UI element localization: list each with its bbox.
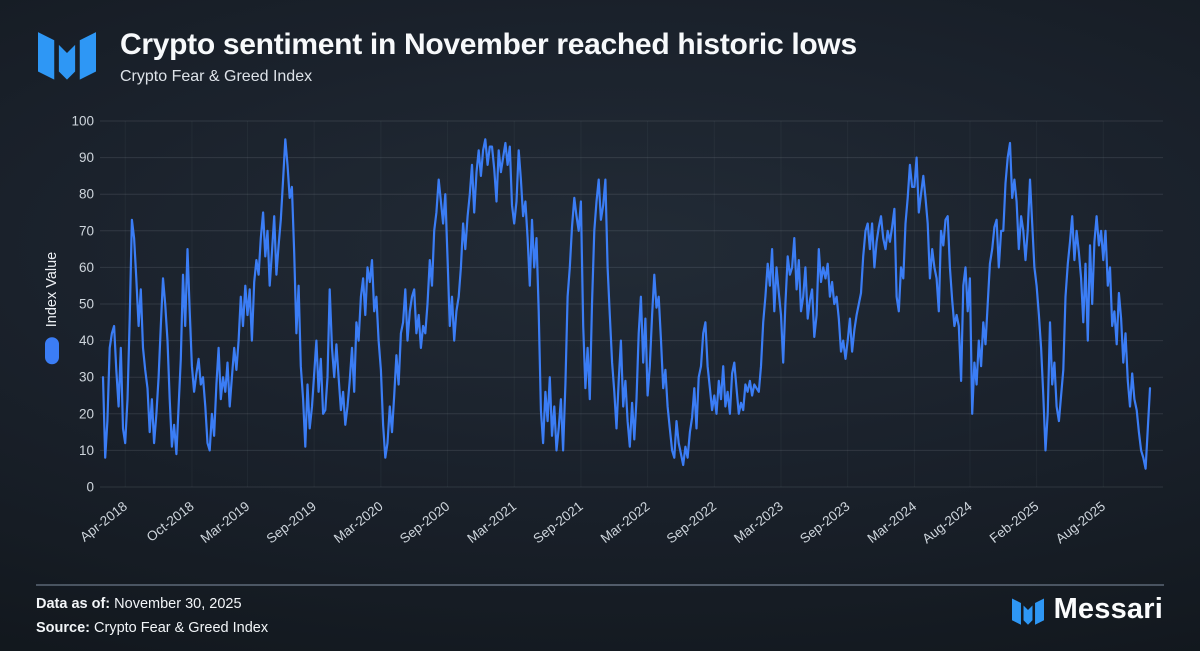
y-tick-label: 10 — [79, 443, 94, 458]
brand-wordmark: Messari — [1053, 593, 1163, 625]
data-as-of-line: Data as of: November 30, 2025 — [36, 592, 268, 616]
messari-footer-logo-icon — [1011, 597, 1044, 625]
legend-marker-icon — [45, 337, 59, 365]
source-value: Crypto Fear & Greed Index — [94, 620, 269, 636]
logo-ribbon — [1034, 597, 1044, 625]
y-tick-label: 0 — [86, 480, 94, 495]
index-value-line — [101, 138, 1152, 470]
footer-brand: Messari — [1011, 593, 1163, 626]
page-title: Crypto sentiment in November reached his… — [120, 28, 857, 61]
page-subtitle: Crypto Fear & Greed Index — [120, 68, 313, 85]
x-tick-label: Mar-2022 — [598, 499, 653, 546]
x-tick-label: Mar-2024 — [864, 498, 919, 546]
footer-meta: Data as of: November 30, 2025 Source: Cr… — [36, 592, 268, 640]
messari-logo-icon — [38, 32, 96, 80]
x-tick-label: Oct-2018 — [144, 499, 197, 545]
x-tick-label: Sep-2019 — [264, 499, 319, 547]
y-axis-legend: Index Value — [44, 252, 60, 365]
x-axis: Apr-2018 Oct-2018 Mar-2019 Sep-2019 Mar-2020… — [77, 121, 1108, 546]
x-tick-label: Mar-2020 — [331, 499, 386, 546]
y-tick-label: 70 — [79, 223, 94, 238]
x-tick-label: Sep-2023 — [797, 499, 852, 547]
x-tick-label: Sep-2021 — [530, 499, 585, 547]
x-tick-label: Sep-2020 — [397, 499, 452, 547]
x-tick-label: Aug-2024 — [919, 498, 975, 546]
source-label: Source: — [36, 620, 90, 636]
y-axis: 0 10 20 30 40 50 60 70 80 90 100 — [71, 114, 1163, 495]
footer-divider — [36, 584, 1164, 586]
y-tick-label: 90 — [79, 150, 94, 165]
x-tick-label: Mar-2019 — [198, 499, 253, 546]
x-tick-label: Apr-2018 — [77, 499, 130, 545]
y-tick-label: 30 — [79, 370, 94, 385]
x-tick-label: Sep-2022 — [664, 499, 719, 547]
y-axis-title: Index Value — [44, 251, 60, 328]
logo-ribbon — [79, 32, 96, 80]
x-tick-label: Aug-2025 — [1053, 499, 1108, 547]
logo-ribbon — [1011, 597, 1021, 625]
y-tick-label: 80 — [79, 187, 94, 202]
y-tick-label: 20 — [79, 406, 94, 421]
header: Crypto sentiment in November reached his… — [38, 26, 857, 86]
logo-ribbon — [1023, 605, 1033, 625]
data-as-of-label: Data as of: — [36, 596, 111, 612]
logo-ribbon — [38, 32, 55, 80]
x-tick-label: Feb-2025 — [987, 499, 1042, 546]
titles: Crypto sentiment in November reached his… — [120, 26, 857, 86]
y-tick-label: 40 — [79, 333, 94, 348]
y-tick-label: 60 — [79, 260, 94, 275]
x-tick-label: Mar-2023 — [731, 499, 786, 546]
data-as-of-value: November 30, 2025 — [114, 596, 242, 612]
y-tick-label: 50 — [79, 297, 94, 312]
logo-ribbon — [58, 44, 76, 80]
y-tick-label: 100 — [71, 114, 94, 129]
source-line: Source: Crypto Fear & Greed Index — [36, 616, 268, 640]
x-tick-label: Mar-2021 — [464, 499, 519, 546]
